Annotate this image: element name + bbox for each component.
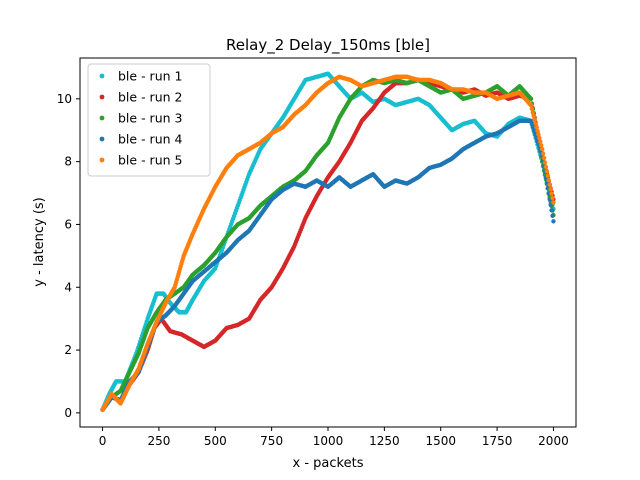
data-point xyxy=(546,178,551,183)
legend-label: ble - run 5 xyxy=(118,153,182,168)
legend-label: ble - run 2 xyxy=(118,90,182,105)
legend-label: ble - run 1 xyxy=(118,69,182,84)
legend-label: ble - run 3 xyxy=(118,111,182,126)
data-point xyxy=(534,124,539,130)
data-point xyxy=(551,219,556,224)
legend-box xyxy=(87,63,211,177)
data-point xyxy=(528,96,534,102)
legend-marker xyxy=(99,136,105,142)
data-point xyxy=(543,164,549,170)
x-tick-label: 1250 xyxy=(369,434,400,448)
data-point xyxy=(536,132,541,137)
legend-marker xyxy=(99,73,105,79)
data-point xyxy=(537,135,542,141)
data-point xyxy=(538,139,543,144)
y-tick-label: 0 xyxy=(64,406,72,420)
series-4 xyxy=(100,118,556,412)
x-axis: 0 250 500 750 1000 1250 1500 1750 2000 xyxy=(99,427,569,448)
y-tick-label: 4 xyxy=(64,280,72,294)
x-tick-label: 1750 xyxy=(482,434,513,448)
x-tick-label: 750 xyxy=(260,434,283,448)
data-point xyxy=(540,151,546,156)
data-point xyxy=(528,102,534,108)
data-point xyxy=(535,128,540,133)
y-tick-label: 6 xyxy=(64,217,72,231)
data-point xyxy=(545,173,551,178)
data-point xyxy=(550,195,555,201)
data-point xyxy=(547,182,552,187)
data-point xyxy=(549,208,554,213)
legend-marker xyxy=(99,157,105,163)
legend: ble - run 1 ble - run 2 ble - run 3 ble - r… xyxy=(87,63,211,177)
x-tick-label: 1500 xyxy=(425,434,456,448)
y-axis-label: y - latency (s) xyxy=(32,197,47,286)
data-point xyxy=(541,155,547,161)
legend-marker xyxy=(99,115,105,121)
x-tick-label: 1000 xyxy=(313,434,344,448)
data-point xyxy=(531,113,536,119)
series-5 xyxy=(100,74,556,412)
y-tick-label: 10 xyxy=(57,92,72,106)
data-point xyxy=(533,121,538,126)
data-point xyxy=(549,191,554,196)
x-tick-label: 2000 xyxy=(538,434,569,448)
y-tick-label: 8 xyxy=(64,155,72,169)
x-tick-label: 0 xyxy=(99,434,107,448)
plot-points xyxy=(100,71,556,412)
data-point xyxy=(542,160,548,165)
series-3 xyxy=(100,77,556,412)
data-point xyxy=(548,186,553,192)
data-point xyxy=(539,146,545,152)
legend-label: ble - run 4 xyxy=(118,132,183,147)
data-point xyxy=(544,169,550,174)
legend-marker xyxy=(99,94,105,100)
chart-title: Relay_2 Delay_150ms [ble] xyxy=(226,36,430,55)
data-point xyxy=(539,143,544,148)
y-tick-label: 2 xyxy=(64,343,72,357)
x-tick-label: 500 xyxy=(204,434,227,448)
y-axis: 0 2 4 6 8 10 xyxy=(57,92,80,420)
data-point xyxy=(532,117,537,122)
data-point xyxy=(550,213,555,219)
x-axis-label: x - packets xyxy=(293,456,364,471)
data-point xyxy=(530,110,535,115)
data-point xyxy=(551,200,556,205)
data-point xyxy=(529,106,535,111)
x-tick-label: 250 xyxy=(147,434,170,448)
